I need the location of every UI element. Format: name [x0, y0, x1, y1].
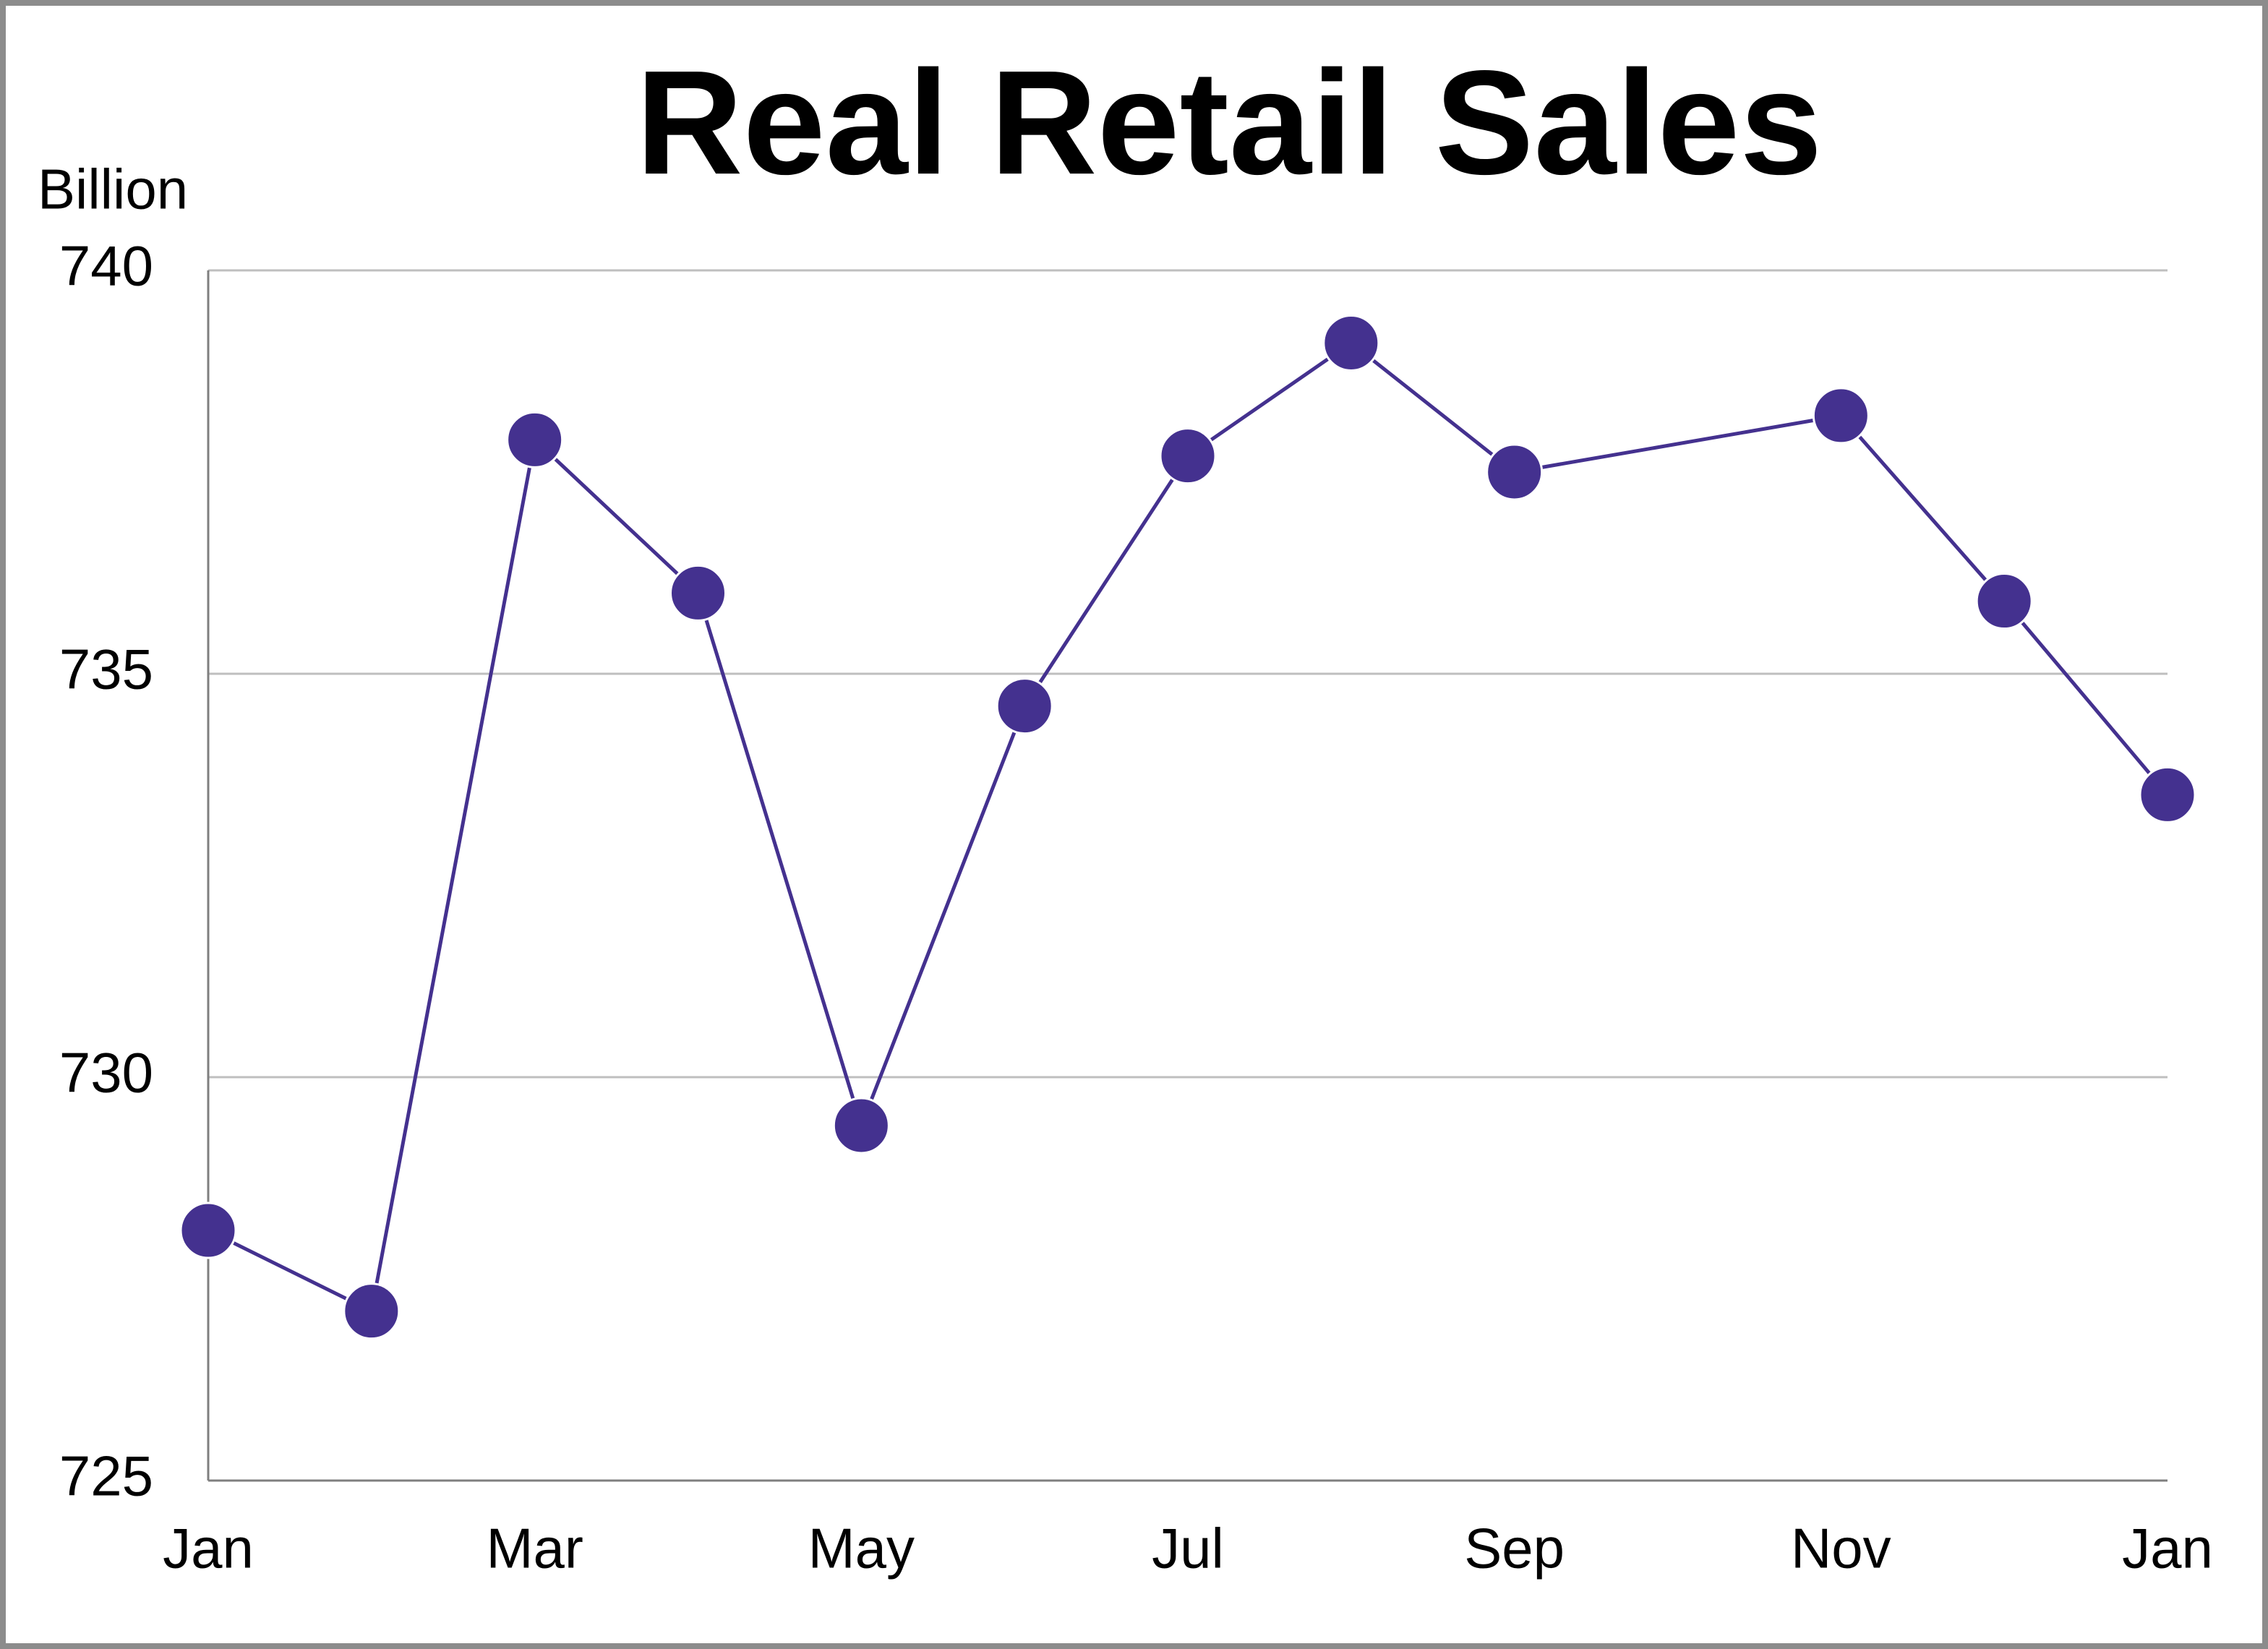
series-line	[1023, 455, 1190, 708]
data-point	[669, 564, 727, 622]
data-point	[179, 1202, 237, 1259]
data-point	[1322, 314, 1380, 372]
series-line	[696, 592, 863, 1126]
x-tick-label: Jan	[163, 1517, 254, 1580]
series-line	[533, 438, 700, 595]
x-tick-label: May	[808, 1517, 915, 1580]
series-line	[1350, 341, 1516, 474]
series-line	[1514, 414, 1841, 474]
data-point	[996, 677, 1053, 735]
y-tick-label: 740	[59, 234, 153, 298]
data-point	[506, 411, 564, 468]
x-tick-label: Nov	[1791, 1517, 1891, 1580]
series-line	[1186, 341, 1353, 458]
x-tick-label: Jul	[1152, 1517, 1224, 1580]
chart-title: Real Retail Sales	[636, 40, 1823, 205]
data-point	[1486, 443, 1544, 501]
data-point	[1975, 573, 2033, 630]
x-tick-label: Jan	[2122, 1517, 2213, 1580]
data-point	[1159, 427, 1217, 485]
y-tick-label: 725	[59, 1444, 153, 1508]
series-line	[369, 439, 537, 1312]
data-point	[1812, 387, 1870, 445]
data-point	[343, 1282, 401, 1340]
y-axis-label: Billion	[38, 158, 188, 221]
x-tick-label: Sep	[1464, 1517, 1565, 1580]
series-line	[860, 705, 1027, 1126]
series-line	[1839, 414, 2006, 603]
data-point	[832, 1097, 890, 1155]
series-line	[207, 1228, 372, 1313]
data-point	[2139, 766, 2196, 823]
series-line	[2003, 599, 2169, 797]
y-tick-label: 735	[59, 638, 153, 701]
y-tick-label: 730	[59, 1041, 153, 1105]
x-tick-label: Mar	[486, 1517, 583, 1580]
